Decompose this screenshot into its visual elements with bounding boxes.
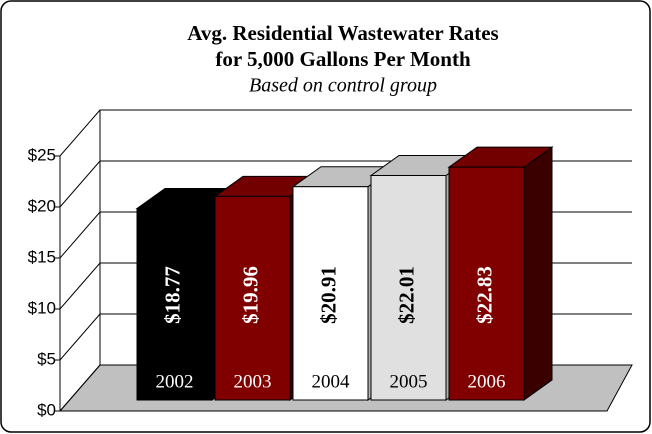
y-tick-label: $25 <box>28 145 56 164</box>
bar <box>370 174 447 401</box>
data-label: $19.96 <box>238 266 262 324</box>
bar <box>214 195 291 401</box>
bar <box>448 166 525 401</box>
bar <box>292 186 369 401</box>
chart-title: for 5,000 Gallons Per Month <box>215 47 471 71</box>
grid-line <box>55 109 632 157</box>
bar-side <box>523 146 553 401</box>
y-tick-label: $15 <box>28 247 56 266</box>
y-tick-label: $20 <box>28 196 56 215</box>
y-tick-label: $5 <box>37 349 56 368</box>
grid-line <box>55 160 632 208</box>
x-tick-label: 2005 <box>390 371 428 392</box>
x-tick-label: 2003 <box>234 371 272 392</box>
y-tick-label: $0 <box>37 400 56 419</box>
data-label: $20.91 <box>316 266 340 324</box>
data-label: $22.01 <box>394 266 418 324</box>
data-label: $18.77 <box>160 266 184 324</box>
x-tick-label: 2002 <box>156 371 194 392</box>
chart-subtitle: Based on control group <box>249 75 437 97</box>
bar <box>136 208 213 401</box>
y-tick-label: $10 <box>28 298 56 317</box>
x-tick-label: 2006 <box>468 371 506 392</box>
x-tick-label: 2004 <box>312 371 351 392</box>
chart-title: Avg. Residential Wastewater Rates <box>187 21 498 45</box>
data-label: $22.83 <box>472 266 496 324</box>
